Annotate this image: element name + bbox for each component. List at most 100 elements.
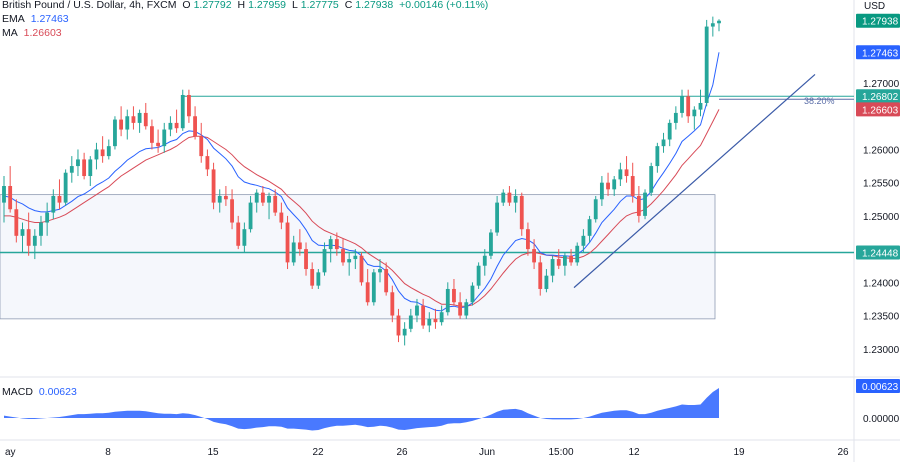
candle-body [667,122,672,140]
candle-body [193,116,197,137]
high-value: 1.27959 [248,0,287,11]
price-axis[interactable]: USD 1.27000 1.26000 1.25500 1.25000 1.24000 1.… [863,1,900,425]
candle [371,269,376,306]
price-tick: 1.23500 [863,312,900,323]
candle-body [76,159,80,167]
candle-body [242,229,247,246]
candle [624,156,629,183]
price-badge [856,89,900,104]
price-tick: 1.25500 [863,179,900,190]
candle [2,176,6,223]
candle-body [353,255,358,260]
candle [378,259,382,283]
candle-body [113,119,117,147]
low-label: L [291,0,298,11]
range-boxes [0,194,716,320]
candle [636,186,641,223]
candle-body [384,269,389,293]
consolidation-range-box[interactable] [0,194,716,320]
macd-area[interactable] [4,388,719,431]
candle [433,308,438,329]
candle [174,109,179,133]
trendline[interactable] [573,73,816,289]
candle-body [495,202,500,233]
candle [649,162,654,196]
candle [199,122,204,163]
candle-body [57,195,62,203]
candle-body [390,292,395,316]
candle [119,106,124,137]
candle [415,298,419,323]
candle [137,109,142,133]
price-badge-text: 1.27463 [862,48,899,59]
candle-body [464,302,469,316]
candle [698,89,703,117]
candle [26,212,31,256]
price-badge [856,13,900,28]
price-badge-text: 1.26802 [862,92,899,103]
candle [82,152,87,180]
candle [273,189,278,216]
candle [260,186,265,206]
candle [452,279,456,306]
candle-body [267,195,271,203]
time-tick: Jun [479,447,495,458]
candle-body [575,245,580,263]
candle-body [569,255,573,263]
candle [131,106,136,130]
price-badge-text: 1.26603 [862,105,899,116]
candle [125,109,130,140]
candle [630,162,635,203]
time-axis[interactable]: ay 8 15 22 26 Jun 15:00 12 19 26 [5,447,849,458]
candle-body [526,229,530,250]
symbol-title[interactable]: British Pound / U.S. Dollar, 4h, FXCM [2,0,177,11]
candle-body [248,202,253,230]
candle-body [106,146,111,157]
candle [168,116,173,137]
candle [686,89,691,123]
candle [544,269,549,293]
candle-body [119,119,124,130]
time-tick: 22 [312,447,324,458]
candle [211,162,216,210]
candle [445,282,450,316]
candle [519,192,524,236]
candle-body [532,249,536,263]
time-tick: 19 [733,447,745,458]
candle [353,249,358,270]
candle [45,202,50,236]
ema-legend[interactable]: EMA 1.27463 [2,13,72,25]
candle-body [378,269,382,273]
candle-body [20,229,25,236]
candle-body [125,116,130,130]
candle [661,132,666,153]
candle-body [643,192,647,216]
candle [476,262,481,289]
candle [550,255,555,283]
ma-legend[interactable]: MA 1.26603 [2,27,65,39]
candle [717,19,721,32]
candle [556,249,561,270]
ma-line[interactable] [4,109,720,307]
candle-body [649,166,654,193]
macd-tick-zero: 0.00000 [863,414,900,425]
candle [143,102,148,130]
candle [217,189,222,213]
candle-body [94,149,99,160]
candle [187,89,191,123]
ema-label: EMA [2,13,25,25]
time-tick: 26 [837,447,849,458]
candle [242,222,247,253]
candle [94,142,99,170]
macd-label: MACD [2,386,33,398]
candle-body [396,315,401,336]
candle-body [45,212,50,223]
time-tick: 8 [105,447,111,458]
candle-body [88,159,93,177]
candle [643,189,647,220]
candle [532,239,536,270]
macd-legend[interactable]: MACD 0.00623 [2,386,80,398]
candle [106,139,111,160]
